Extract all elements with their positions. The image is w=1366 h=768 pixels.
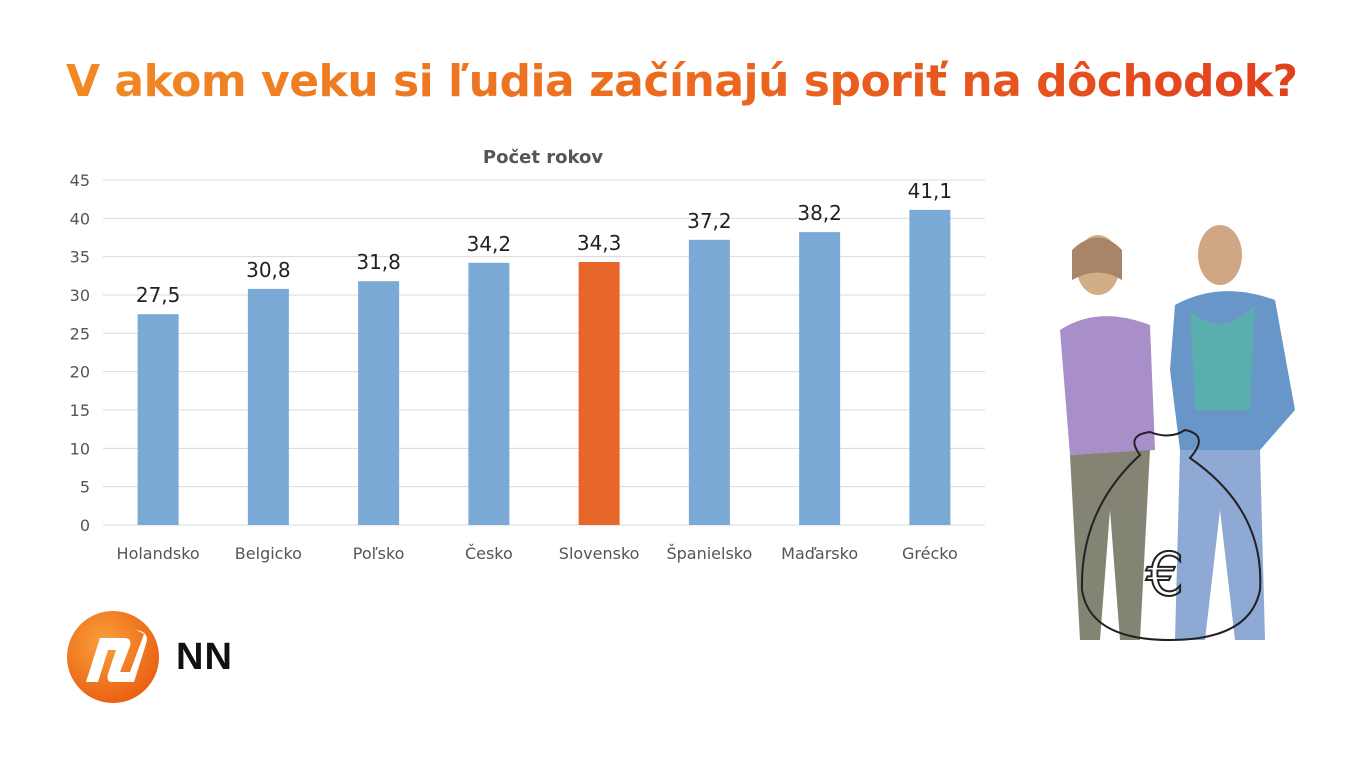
bar-chart: Počet rokov 0 5 10 15 20 25 30 35 40 45 27,5 Holands… — [70, 147, 985, 563]
data-label: 30,8 — [246, 258, 291, 282]
y-tick-label: 45 — [70, 171, 90, 190]
bar-holandsko — [137, 314, 179, 525]
data-label: 41,1 — [908, 179, 953, 203]
data-label: 37,2 — [687, 209, 732, 233]
bar-česko — [468, 262, 510, 525]
data-label: 31,8 — [356, 250, 401, 274]
nn-logo-icon — [67, 611, 159, 703]
data-label: 34,2 — [467, 232, 512, 256]
y-tick-label: 0 — [80, 516, 90, 535]
data-label: 27,5 — [136, 283, 181, 307]
chart-title: Počet rokov — [483, 147, 603, 168]
y-tick-label: 5 — [80, 478, 90, 497]
x-tick-label: Slovensko — [559, 544, 640, 563]
x-tick-label: Maďarsko — [781, 544, 858, 563]
y-tick-label: 25 — [70, 324, 90, 343]
brand-name: NN — [176, 636, 233, 678]
y-tick-label: 10 — [70, 439, 90, 458]
page-title: V akom veku si ľudia začínajú sporiť na … — [66, 56, 1298, 107]
svg-text:€: € — [1146, 540, 1184, 610]
couple-with-money-bag-illustration: € — [1060, 225, 1295, 642]
y-tick-label: 15 — [70, 401, 90, 420]
data-label: 34,3 — [577, 231, 622, 255]
data-label: 38,2 — [797, 201, 842, 225]
y-tick-label: 35 — [70, 248, 90, 267]
bar-maďarsko — [799, 232, 841, 525]
bar-belgicko — [247, 288, 289, 525]
y-tick-label: 40 — [70, 209, 90, 228]
x-tick-label: Holandsko — [117, 544, 200, 563]
bar-poľsko — [358, 281, 400, 525]
bar-grécko — [909, 209, 951, 525]
x-tick-label: Poľsko — [353, 544, 405, 563]
bar-španielsko — [688, 239, 730, 526]
y-tick-label: 20 — [70, 363, 90, 382]
x-tick-label: Česko — [465, 544, 513, 563]
y-tick-label: 30 — [70, 286, 90, 305]
x-tick-label: Grécko — [902, 544, 958, 563]
x-tick-label: Belgicko — [235, 544, 302, 563]
x-tick-label: Španielsko — [666, 544, 752, 563]
bar-slovensko — [578, 262, 620, 525]
